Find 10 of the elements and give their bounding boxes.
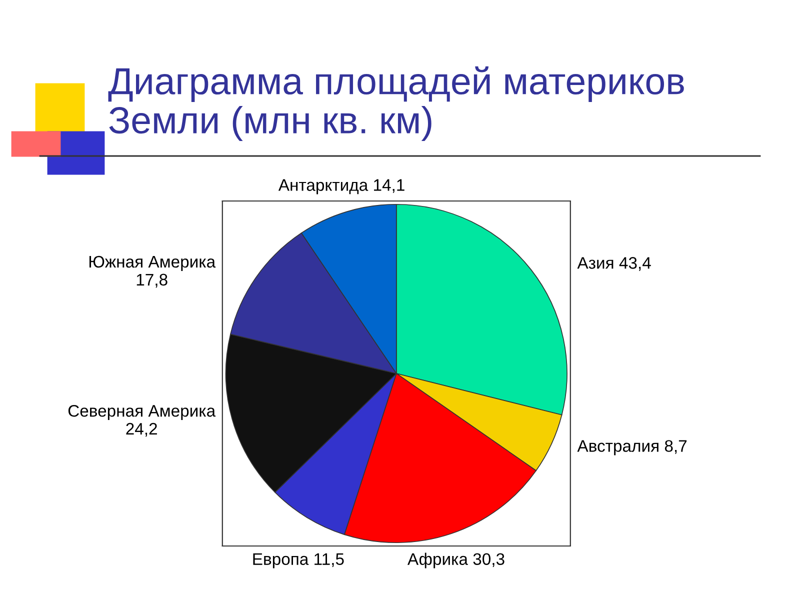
slice-label: Австралия 8,7	[577, 440, 687, 456]
data-label: 17,8	[136, 274, 168, 288]
slice-label: Южная Америка	[89, 256, 216, 271]
slice-label: Азия 43,4	[577, 257, 651, 271]
slice-label: Северная Америка	[68, 404, 216, 420]
slice-label: Антарктида 14,1	[278, 179, 404, 194]
slice-label: Европа 11,5	[253, 553, 344, 568]
chart-title: Диаграмма площадей материков Земли (млн кв. км)	[108, 66, 684, 141]
data-label: 24,2	[126, 422, 157, 437]
slice-label: Африка 30,3	[407, 552, 504, 568]
